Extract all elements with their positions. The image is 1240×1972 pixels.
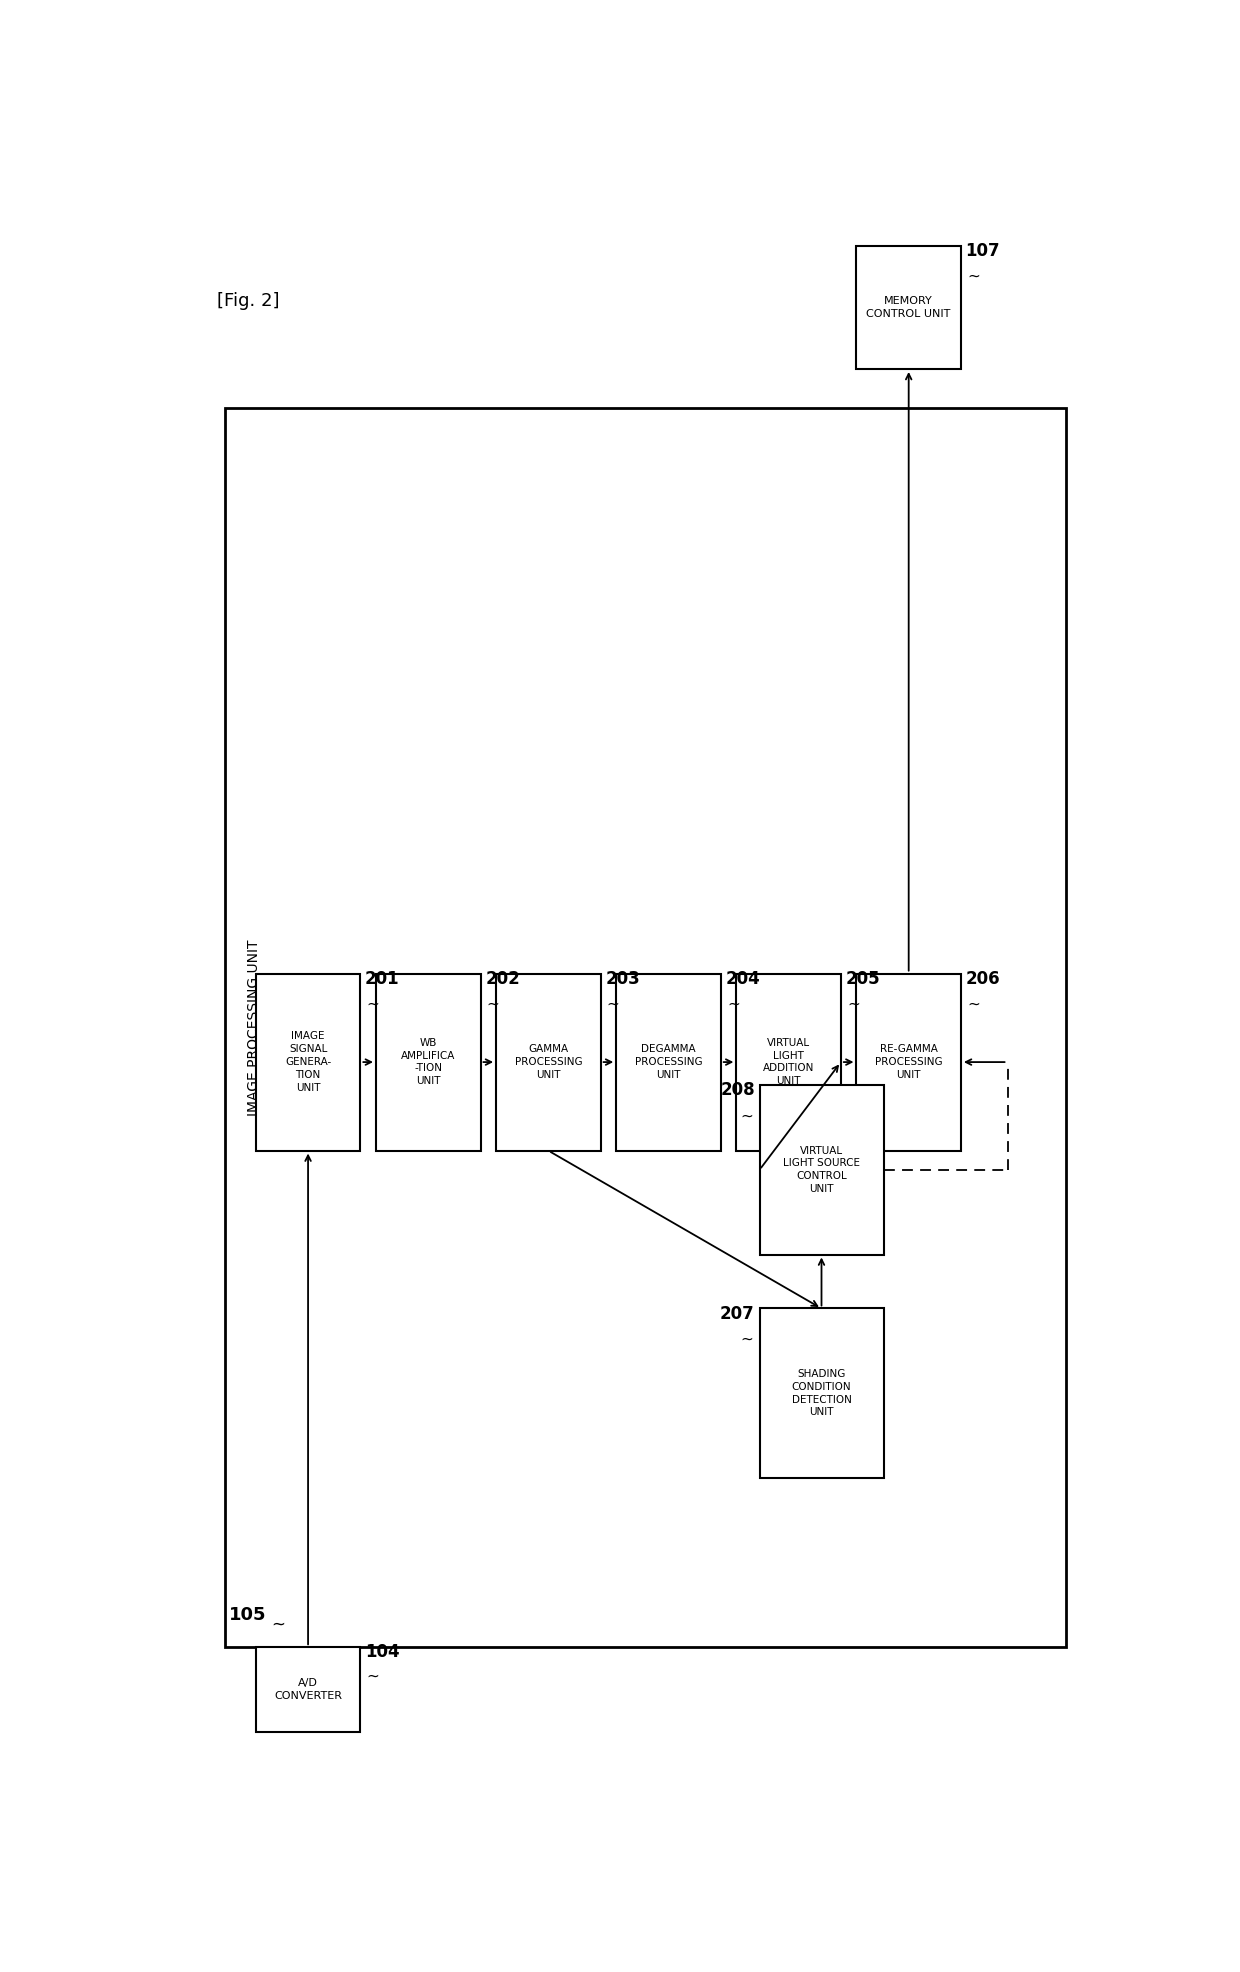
Text: 104: 104	[365, 1643, 399, 1662]
Text: DEGAMMA
PROCESSING
UNIT: DEGAMMA PROCESSING UNIT	[635, 1045, 702, 1081]
Text: A/D
CONVERTER: A/D CONVERTER	[274, 1678, 342, 1702]
Text: 204: 204	[725, 970, 760, 988]
Text: 203: 203	[605, 970, 640, 988]
Text: ~: ~	[727, 996, 740, 1012]
Text: WB
AMPLIFICA
-TION
UNIT: WB AMPLIFICA -TION UNIT	[401, 1037, 455, 1087]
Text: VIRTUAL
LIGHT SOURCE
CONTROL
UNIT: VIRTUAL LIGHT SOURCE CONTROL UNIT	[782, 1146, 861, 1195]
Text: ~: ~	[486, 996, 500, 1012]
Text: ~: ~	[367, 996, 379, 1012]
Text: ~: ~	[740, 1331, 754, 1347]
Text: 202: 202	[485, 970, 520, 988]
Bar	[737, 974, 841, 1150]
Text: RE-GAMMA
PROCESSING
UNIT: RE-GAMMA PROCESSING UNIT	[875, 1045, 942, 1081]
Bar	[857, 246, 961, 369]
Text: MEMORY
CONTROL UNIT: MEMORY CONTROL UNIT	[867, 296, 951, 319]
Text: IMAGE PROCESSING UNIT: IMAGE PROCESSING UNIT	[247, 939, 262, 1116]
Bar	[255, 1647, 361, 1731]
Text: IMAGE
SIGNAL
GENERA-
TION
UNIT: IMAGE SIGNAL GENERA- TION UNIT	[285, 1031, 331, 1092]
Text: 105: 105	[228, 1605, 267, 1625]
Bar	[857, 974, 961, 1150]
Text: ~: ~	[740, 1108, 754, 1124]
Bar	[759, 1309, 883, 1477]
Text: 207: 207	[720, 1305, 755, 1323]
Text: ~: ~	[847, 996, 859, 1012]
Bar	[616, 974, 720, 1150]
Text: ~: ~	[367, 1668, 379, 1684]
Text: GAMMA
PROCESSING
UNIT: GAMMA PROCESSING UNIT	[515, 1045, 582, 1081]
Text: 205: 205	[846, 970, 880, 988]
Bar	[255, 974, 361, 1150]
Text: ~: ~	[967, 268, 980, 284]
Text: VIRTUAL
LIGHT
ADDITION
UNIT: VIRTUAL LIGHT ADDITION UNIT	[763, 1037, 815, 1087]
Text: SHADING
CONDITION
DETECTION
UNIT: SHADING CONDITION DETECTION UNIT	[791, 1369, 852, 1418]
Text: 208: 208	[720, 1081, 755, 1098]
Text: 107: 107	[966, 243, 1001, 260]
Text: ~: ~	[967, 996, 980, 1012]
Text: ~: ~	[606, 996, 620, 1012]
Bar	[759, 1085, 883, 1254]
Text: 201: 201	[365, 970, 399, 988]
Text: 206: 206	[966, 970, 1001, 988]
Text: ~: ~	[272, 1615, 285, 1633]
Text: [Fig. 2]: [Fig. 2]	[217, 292, 279, 310]
Bar	[496, 974, 600, 1150]
Bar	[376, 974, 481, 1150]
Bar	[224, 408, 1065, 1647]
